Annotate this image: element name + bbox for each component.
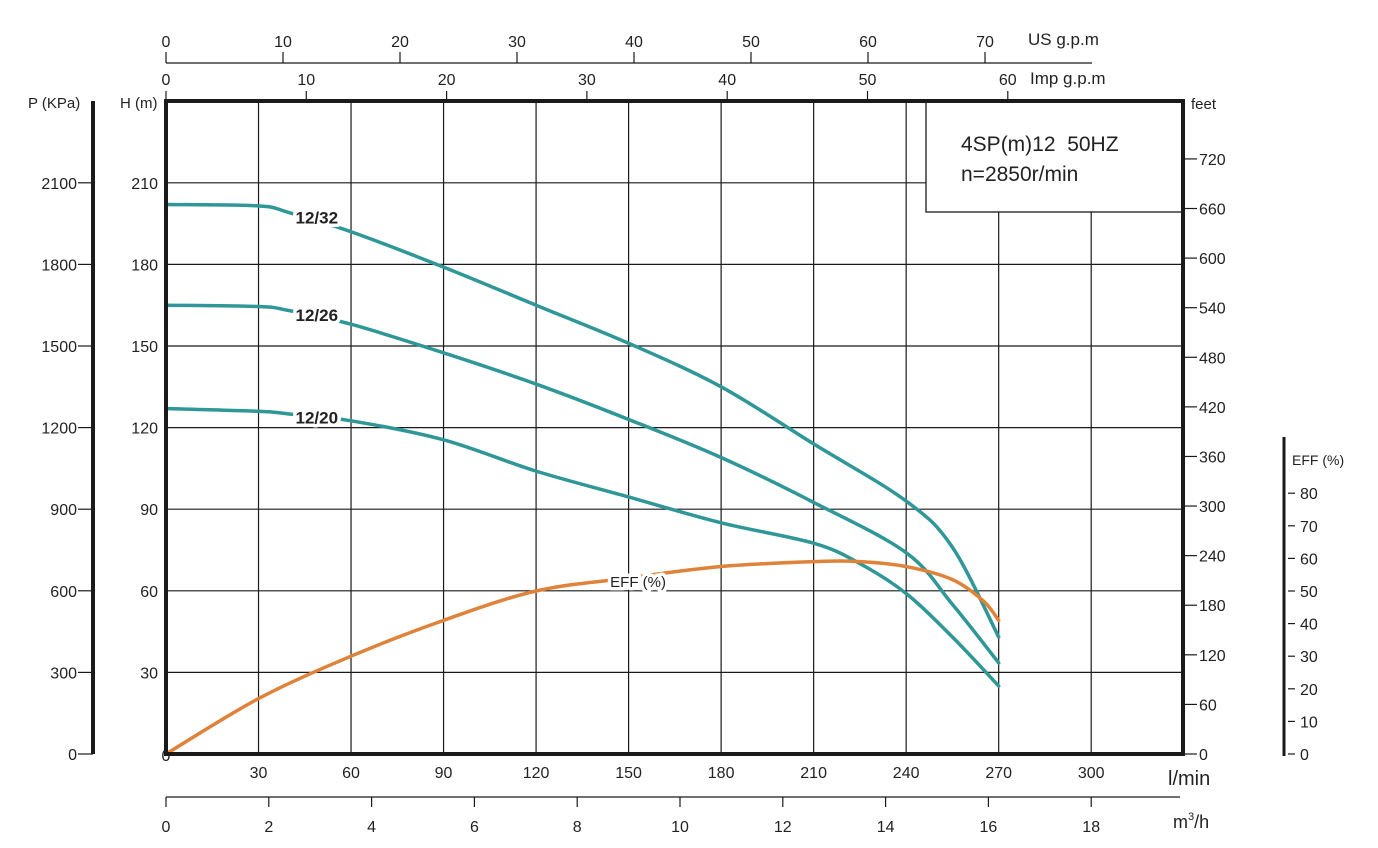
x-tick-label: 180 xyxy=(708,765,735,782)
x-tick-label: 150 xyxy=(615,765,642,782)
head-tick-label: 180 xyxy=(131,257,158,274)
pressure-tick-label: 1500 xyxy=(41,339,77,356)
x-tick-label: 300 xyxy=(1078,765,1105,782)
eff-tick-label: 80 xyxy=(1300,486,1318,503)
info-speed: n=2850r/min xyxy=(961,163,1078,186)
head-tick-label: 60 xyxy=(140,584,158,601)
series-line-12-26 xyxy=(164,303,1001,665)
us-gpm-tick-label: 50 xyxy=(742,34,760,51)
m3h-tick-label: 12 xyxy=(774,819,792,836)
feet-tick-label: 480 xyxy=(1199,350,1226,367)
head-tick-label: 90 xyxy=(140,502,158,519)
pressure-tick-label: 0 xyxy=(68,747,77,764)
x-tick-label: 0 xyxy=(162,748,171,765)
x-tick-label: 210 xyxy=(800,765,827,782)
pressure-tick-label: 300 xyxy=(50,665,77,682)
m3h-tick-label: 18 xyxy=(1082,819,1100,836)
eff-tick-label: 0 xyxy=(1300,747,1309,764)
m3h-tick-label: 14 xyxy=(877,819,895,836)
imp-gpm-tick-label: 0 xyxy=(162,72,171,89)
axis-titles: P (KPa) H (m) feet EFF (%) US g.p.m Imp … xyxy=(28,30,1344,832)
eff-tick-label: 30 xyxy=(1300,649,1318,666)
feet-tick-label: 180 xyxy=(1199,598,1226,615)
imp-gpm-tick-label: 50 xyxy=(859,72,877,89)
feet-tick-label: 600 xyxy=(1199,251,1226,268)
series-label: 12/32 xyxy=(296,209,339,228)
us-gpm-tick-label: 70 xyxy=(976,34,994,51)
series-label: EFF (%) xyxy=(610,574,666,591)
info-box: 4SP(m)12 50HZ n=2850r/min xyxy=(925,100,1184,213)
info-model: 4SP(m)12 50HZ xyxy=(961,133,1119,156)
plot-frame xyxy=(164,99,1185,756)
pressure-tick-label: 1200 xyxy=(41,421,77,438)
head-axis-title: H (m) xyxy=(120,95,158,112)
us-gpm-tick-label: 60 xyxy=(859,34,877,51)
pressure-axis-title: P (KPa) xyxy=(28,95,80,112)
eff-tick-label: 20 xyxy=(1300,682,1318,699)
head-tick-label: 210 xyxy=(131,176,158,193)
x-tick-label: 270 xyxy=(985,765,1012,782)
feet-tick-label: 720 xyxy=(1199,152,1226,169)
eff-axis-title: EFF (%) xyxy=(1292,452,1344,468)
eff-tick-label: 10 xyxy=(1300,714,1318,731)
series-line-12-20 xyxy=(164,406,1001,688)
m3h-tick-label: 4 xyxy=(367,819,376,836)
lmin-axis-title: l/min xyxy=(1168,768,1210,790)
eff-tick-label: 70 xyxy=(1300,519,1318,536)
series-line-12-32 xyxy=(164,202,1001,639)
x-tick-label: 30 xyxy=(250,765,268,782)
eff-tick-label: 40 xyxy=(1300,617,1318,634)
us-gpm-tick-label: 0 xyxy=(162,34,171,51)
m3h-tick-label: 16 xyxy=(980,819,998,836)
us-gpm-tick-label: 20 xyxy=(391,34,409,51)
feet-tick-label: 0 xyxy=(1199,747,1208,764)
imp-gpm-tick-label: 30 xyxy=(578,72,596,89)
eff-tick-label: 50 xyxy=(1300,584,1318,601)
feet-tick-label: 240 xyxy=(1199,549,1226,566)
pressure-tick-label: 1800 xyxy=(41,257,77,274)
feet-tick-label: 300 xyxy=(1199,499,1226,516)
imp-gpm-tick-label: 10 xyxy=(297,72,315,89)
feet-tick-label: 660 xyxy=(1199,202,1226,219)
feet-tick-label: 360 xyxy=(1199,449,1226,466)
x-tick-label: 120 xyxy=(523,765,550,782)
x-tick-label: 240 xyxy=(893,765,920,782)
m3h-tick-label: 6 xyxy=(470,819,479,836)
x-tick-label: 60 xyxy=(342,765,360,782)
m3h-tick-label: 8 xyxy=(573,819,582,836)
series-label: 12/26 xyxy=(296,306,339,325)
imp-gpm-tick-label: 40 xyxy=(718,72,736,89)
pressure-tick-label: 2100 xyxy=(41,176,77,193)
us-gpm-tick-label: 30 xyxy=(508,34,526,51)
us-gpm-title: US g.p.m xyxy=(1028,30,1099,49)
series-label: 12/20 xyxy=(296,409,339,428)
eff-tick-label: 60 xyxy=(1300,551,1318,568)
feet-axis-title: feet xyxy=(1191,96,1217,113)
head-tick-label: 120 xyxy=(131,421,158,438)
us-gpm-tick-label: 40 xyxy=(625,34,643,51)
m3h-tick-label: 0 xyxy=(162,819,171,836)
us-gpm-tick-label: 10 xyxy=(274,34,292,51)
head-tick-label: 30 xyxy=(140,665,158,682)
imp-gpm-tick-label: 20 xyxy=(438,72,456,89)
feet-tick-label: 420 xyxy=(1199,400,1226,417)
feet-tick-label: 60 xyxy=(1199,697,1217,714)
feet-tick-label: 120 xyxy=(1199,648,1226,665)
imp-gpm-tick-label: 60 xyxy=(999,72,1017,89)
series-line-eff xyxy=(164,559,1001,756)
m3h-tick-label: 2 xyxy=(264,819,273,836)
axes: 030 60 90 120 150 180 210 240 270 300306090120150… xyxy=(41,34,1317,836)
m3h-axis-title: m3/h xyxy=(1173,811,1209,832)
m3h-tick-label: 10 xyxy=(671,819,689,836)
imp-gpm-title: Imp g.p.m xyxy=(1030,69,1106,88)
pressure-tick-label: 600 xyxy=(50,584,77,601)
head-tick-label: 150 xyxy=(131,339,158,356)
pressure-tick-label: 900 xyxy=(50,502,77,519)
feet-tick-label: 540 xyxy=(1199,301,1226,318)
series-layer: 12/32 12/26 12/20 EFF (%) xyxy=(164,202,1001,756)
x-tick-label: 90 xyxy=(435,765,453,782)
